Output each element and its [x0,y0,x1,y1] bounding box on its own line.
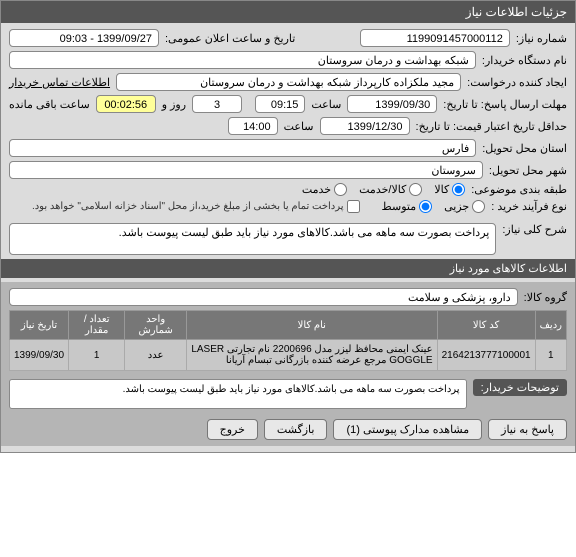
goods-body: گروه کالا: دارو، پزشکی و سلامت ردیف کد ک… [1,282,575,446]
commodity-radio-group: کالا کالا/خدمت خدمت [302,183,465,196]
field-creator: مجید ملکزاده کارپرداز شبکه بهداشت و درما… [116,73,461,91]
table-body: 1 2164213777100001 عینک ایمنی محافظ لیزر… [10,340,567,371]
field-price-time: 14:00 [228,117,278,135]
th-unit: واحد شمارش [125,311,187,340]
th-qty: تعداد / مقدار [69,311,125,340]
radio-service[interactable]: کالا/خدمت [359,183,422,196]
label-buyer-org: نام دستگاه خریدار: [482,54,567,67]
row-goods-group: گروه کالا: دارو، پزشکی و سلامت [9,288,567,306]
radio-khadmat-input[interactable] [334,183,347,196]
th-row: ردیف [535,311,566,340]
radio-small-label: جزیی [444,200,469,213]
row-city: شهر محل تحویل: سروستان [9,161,567,179]
panel-body: شماره نیاز: 1199091457000112 تاریخ و ساع… [1,23,575,452]
radio-khadmat[interactable]: خدمت [302,183,347,196]
field-time-left: 00:02:56 [96,95,156,113]
field-reply-time: 09:15 [255,95,305,113]
row-buyer-desc: توضیحات خریدار: پرداخت بصورت سه ماهه می … [9,379,567,409]
partial-pay-label: پرداخت تمام یا بخشی از مبلغ خرید،از محل … [32,201,344,212]
label-summary: شرح کلی نیاز: [502,223,567,236]
radio-khadmat-label: خدمت [302,183,331,196]
label-remain: ساعت باقی مانده [9,98,90,111]
contact-link[interactable]: اطلاعات تماس خریدار [9,76,110,89]
row-process-type: نوع فرآیند خرید : جزیی متوسط پرداخت تمام… [9,200,567,213]
field-city: سروستان [9,161,483,179]
partial-pay-item[interactable]: پرداخت تمام یا بخشی از مبلغ خرید،از محل … [32,200,360,213]
row-reply-deadline: مهلت ارسال پاسخ: تا تاریخ: 1399/09/30 سا… [9,95,567,113]
field-price-date: 1399/12/30 [320,117,410,135]
radio-small[interactable]: جزیی [444,200,485,213]
field-days-left: 3 [192,95,242,113]
partial-pay-checkbox[interactable] [347,200,360,213]
reply-button[interactable]: پاسخ به نیاز [488,419,567,440]
radio-medium[interactable]: متوسط [382,200,433,213]
field-buyer-desc: پرداخت بصورت سه ماهه می باشد.کالاهای مور… [9,379,467,409]
label-province: استان محل تحویل: [482,142,567,155]
goods-table: ردیف کد کالا نام کالا واحد شمارش تعداد /… [9,310,567,371]
row-province: استان محل تحویل: فارس [9,139,567,157]
cell-name: عینک ایمنی محافظ لیزر مدل 2200696 نام تج… [186,340,437,371]
row-summary: شرح کلی نیاز: پرداخت بصورت سه ماهه می با… [9,223,567,255]
label-creator: ایجاد کننده درخواست: [467,76,567,89]
field-reply-date: 1399/09/30 [347,95,437,113]
field-buyer-org: شبکه بهداشت و درمان سروستان [9,51,476,69]
back-button[interactable]: بازگشت [264,419,328,440]
need-details-panel: جزئیات اطلاعات نیاز شماره نیاز: 11990914… [0,0,576,453]
radio-medium-label: متوسط [382,200,417,213]
radio-service-input[interactable] [409,183,422,196]
label-req-no: شماره نیاز: [516,32,567,45]
cell-date: 1399/09/30 [10,340,69,371]
footer-buttons: پاسخ به نیاز مشاهده مدارک پیوستی (1) باز… [9,413,567,440]
table-row: 1 2164213777100001 عینک ایمنی محافظ لیزر… [10,340,567,371]
row-buyer-org: نام دستگاه خریدار: شبکه بهداشت و درمان س… [9,51,567,69]
label-day-and: روز و [162,98,186,111]
radio-small-input[interactable] [472,200,485,213]
field-goods-group: دارو، پزشکی و سلامت [9,288,518,306]
radio-kala-input[interactable] [452,183,465,196]
label-process-type: نوع فرآیند خرید : [491,200,567,213]
radio-kala-label: کالا [434,183,449,196]
radio-kala[interactable]: کالا [434,183,465,196]
panel-title: جزئیات اطلاعات نیاز [1,1,575,23]
field-pub-datetime: 1399/09/27 - 09:03 [9,29,159,47]
label-hour-2: ساعت [284,120,314,133]
field-req-no: 1199091457000112 [360,29,510,47]
th-date: تاریخ نیاز [10,311,69,340]
label-pub-datetime: تاریخ و ساعت اعلان عمومی: [165,32,295,45]
th-code: کد کالا [437,311,535,340]
row-commodity-class: طبقه بندی موضوعی: کالا کالا/خدمت خدمت [9,183,567,196]
cell-row: 1 [535,340,566,371]
field-province: فارس [9,139,476,157]
exit-button[interactable]: خروج [207,419,258,440]
label-hour-1: ساعت [311,98,341,111]
row-price-valid: حداقل تاریخ اعتبار قیمت: تا تاریخ: 1399/… [9,117,567,135]
field-summary: پرداخت بصورت سه ماهه می باشد.کالاهای مور… [9,223,496,255]
cell-qty: 1 [69,340,125,371]
label-buyer-desc: توضیحات خریدار: [473,379,567,396]
cell-code: 2164213777100001 [437,340,535,371]
radio-medium-input[interactable] [419,200,432,213]
label-price-valid: حداقل تاریخ اعتبار قیمت: تا تاریخ: [416,120,567,133]
label-city: شهر محل تحویل: [489,164,567,177]
label-commodity-class: طبقه بندی موضوعی: [471,183,567,196]
row-req-no: شماره نیاز: 1199091457000112 تاریخ و ساع… [9,29,567,47]
radio-service-label: کالا/خدمت [359,183,406,196]
attachments-button[interactable]: مشاهده مدارک پیوستی (1) [333,419,482,440]
label-goods-group: گروه کالا: [524,291,567,304]
process-radio-group: جزیی متوسط [382,200,486,213]
table-header-row: ردیف کد کالا نام کالا واحد شمارش تعداد /… [10,311,567,340]
goods-section-title: اطلاعات کالاهای مورد نیاز [1,259,575,278]
th-name: نام کالا [186,311,437,340]
row-creator: ایجاد کننده درخواست: مجید ملکزاده کارپرد… [9,73,567,91]
cell-unit: عدد [125,340,187,371]
label-reply-deadline: مهلت ارسال پاسخ: تا تاریخ: [443,98,567,111]
